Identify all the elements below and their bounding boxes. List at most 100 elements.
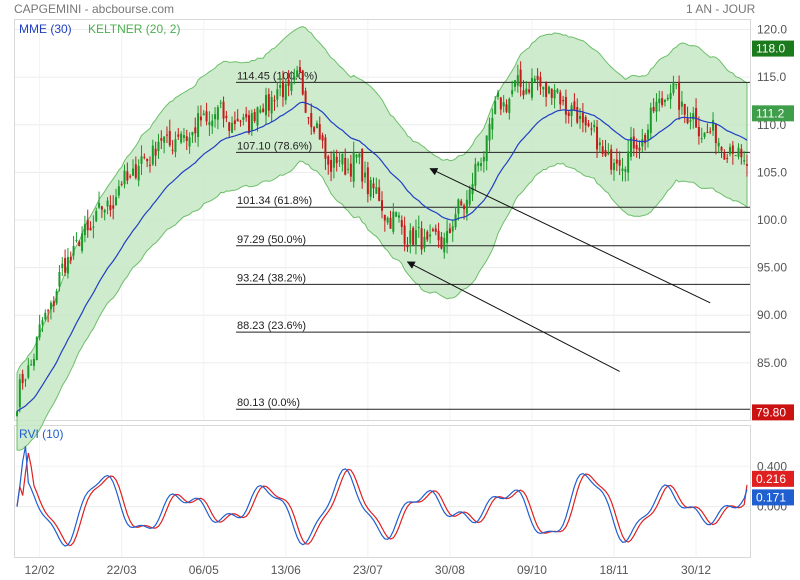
candle-body	[160, 138, 163, 141]
candle-body	[72, 245, 75, 256]
candle-body	[550, 88, 553, 98]
candle-body	[321, 135, 324, 141]
candle-body	[621, 168, 624, 171]
candle-body	[188, 137, 191, 147]
candle-body	[559, 92, 562, 105]
price-tick-label: 100.0	[757, 213, 787, 227]
legend: MME (30) KELTNER (20, 2)	[19, 22, 180, 36]
annotation-arrows	[406, 168, 711, 372]
annotation-arrow	[406, 261, 620, 372]
candle-body	[400, 220, 403, 227]
candle-body	[533, 78, 536, 82]
candle-body	[89, 227, 92, 231]
candle-body	[66, 256, 69, 274]
candle-body	[426, 231, 429, 240]
candle-body	[627, 151, 630, 173]
candle-body	[103, 209, 106, 213]
candle-body	[417, 226, 420, 228]
candle-body	[313, 127, 316, 132]
candle-body	[219, 102, 222, 104]
keltner-channel	[16, 26, 748, 451]
candle-body	[318, 124, 321, 140]
candle-body	[420, 228, 423, 250]
candle-body	[652, 106, 655, 112]
candle-body	[378, 187, 381, 201]
candle-body	[511, 90, 514, 95]
candle-body	[480, 163, 483, 167]
price-tick-label: 105.0	[757, 165, 787, 179]
candle-body	[709, 131, 712, 133]
candle-body	[115, 197, 118, 206]
candle-body	[177, 134, 180, 137]
candle-body	[491, 117, 494, 130]
candle-body	[69, 257, 72, 261]
candle-body	[429, 234, 432, 237]
candle-body	[448, 228, 451, 234]
price-tick-label: 115.0	[757, 70, 786, 84]
candle-body	[341, 153, 344, 165]
candle-body	[293, 76, 296, 81]
candle-body	[613, 162, 616, 171]
candle-body	[112, 205, 115, 209]
price-tick-label: 85.00	[757, 356, 787, 370]
candle-body	[171, 149, 174, 151]
candle-body	[525, 88, 528, 94]
candle-body	[81, 233, 84, 251]
legend-rvi: RVI (10)	[19, 427, 63, 441]
candle-body	[225, 115, 228, 119]
candle-body	[740, 148, 743, 158]
candle-body	[191, 131, 194, 136]
candle-body	[182, 135, 185, 138]
candle-body	[706, 131, 709, 133]
candle-body	[729, 147, 732, 154]
candle-body	[494, 100, 497, 115]
candle-body	[468, 189, 471, 205]
candle-body	[697, 126, 700, 137]
price-tick-label: 120.0	[757, 23, 787, 37]
candle-body	[324, 137, 327, 159]
price-label-box	[752, 404, 794, 421]
candle-body	[194, 127, 197, 134]
candle-body	[83, 224, 86, 236]
candle-body	[734, 155, 737, 157]
candle-body	[361, 148, 364, 182]
candle-body	[140, 156, 143, 164]
candle-body	[556, 89, 559, 93]
candle-body	[397, 215, 400, 218]
candle-body	[245, 113, 248, 118]
candle-body	[180, 133, 183, 143]
candle-body	[717, 142, 720, 147]
candle-body	[700, 138, 703, 140]
rvi-tick-label: 0.400	[757, 459, 787, 473]
candle-body	[32, 358, 35, 366]
candle-body	[349, 163, 352, 177]
candle-body	[338, 160, 341, 162]
candle-body	[199, 116, 202, 121]
candle-body	[383, 214, 386, 221]
candle-body	[632, 136, 635, 149]
x-axis: 12/02 22/03 06/05 13/06 23/07 30/08 09/10 18/11…	[25, 563, 712, 577]
candle-body	[262, 108, 265, 113]
candle-body	[123, 170, 126, 185]
candle-body	[49, 302, 52, 310]
candle-body	[358, 153, 361, 158]
candle-body	[335, 156, 338, 164]
candle-body	[746, 164, 748, 166]
ema-line	[16, 101, 748, 412]
candle-body	[222, 101, 225, 119]
candle-body	[154, 148, 157, 156]
keltner-band	[16, 26, 748, 451]
candle-body	[267, 94, 270, 111]
candle-body	[64, 258, 67, 273]
candle-body	[536, 75, 539, 80]
candle-body	[236, 118, 239, 122]
candle-body	[463, 205, 466, 210]
candle-body	[372, 183, 375, 189]
candle-body	[92, 226, 95, 228]
candlesticks	[16, 59, 748, 417]
x-tick-label: 13/06	[271, 563, 301, 577]
rvi-lines	[15, 446, 750, 547]
price-label-box	[752, 40, 794, 57]
candle-body	[576, 106, 579, 123]
candle-body	[279, 85, 282, 88]
